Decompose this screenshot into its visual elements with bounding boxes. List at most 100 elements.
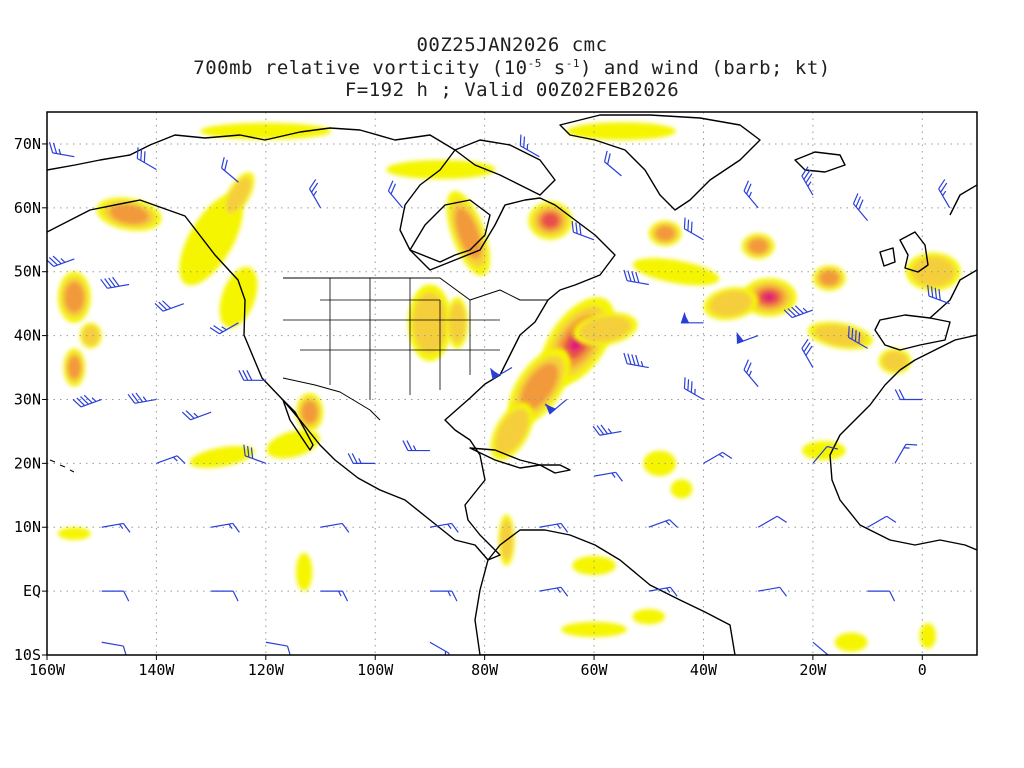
- title-exponent-1: -5: [527, 57, 542, 70]
- vorticity-contour-1: [266, 429, 320, 459]
- wind-barb: [593, 471, 623, 482]
- vorticity-feature: [490, 402, 534, 461]
- wind-barb: [623, 352, 649, 369]
- coastline-iberia: [874, 314, 951, 351]
- vorticity-contour-4: [541, 212, 560, 229]
- wind-barb: [347, 453, 376, 464]
- lon-tick-label: 40W: [690, 661, 718, 679]
- latitude-axis: 70N 60N 50N 40N 30N 20N 10N EQ 10S: [14, 135, 47, 664]
- wind-barb: [680, 311, 704, 324]
- vorticity-feature: [643, 450, 677, 477]
- vorticity-feature: [632, 609, 666, 625]
- wind-barb: [238, 370, 266, 381]
- wind-barb: [847, 326, 868, 349]
- vorticity-feature: [919, 623, 936, 649]
- coastline-scandinavia: [949, 184, 977, 216]
- coastlines: [47, 114, 977, 655]
- wind-barb: [743, 359, 759, 388]
- vorticity-feature: [222, 172, 255, 218]
- wind-barb: [136, 147, 157, 171]
- lon-tick-label: 100W: [357, 661, 394, 679]
- title-line2-suffix: ) and wind (barb; kt): [579, 57, 831, 79]
- vorticity-contour-3: [109, 204, 149, 225]
- border-us-canada: [283, 277, 548, 301]
- vorticity-contour-3: [67, 356, 81, 380]
- wind-barb: [320, 522, 350, 533]
- vorticity-feature: [812, 265, 846, 291]
- wind-barb: [127, 392, 157, 404]
- vorticity-feature: [703, 287, 758, 321]
- title-line2-prefix: 700mb relative vorticity (10: [193, 57, 528, 79]
- vorticity-contour-2: [412, 292, 448, 354]
- coastline-hispaniola: [539, 464, 571, 474]
- wind-barb: [72, 394, 102, 408]
- wind-barb: [490, 367, 513, 380]
- wind-barb: [181, 410, 212, 421]
- wind-barb: [703, 451, 733, 464]
- wind-barb: [429, 522, 459, 533]
- wind-barb: [320, 590, 349, 602]
- vorticity-contour-1: [670, 479, 693, 499]
- coastline-britain: [899, 231, 929, 273]
- wind-barb: [100, 276, 130, 289]
- vorticity-feature: [741, 278, 797, 317]
- vorticity-contour-1: [189, 445, 255, 468]
- wind-barb: [758, 586, 787, 597]
- vorticity-feature: [561, 621, 627, 638]
- wind-barb: [544, 399, 568, 415]
- vorticity-contour-2: [225, 176, 252, 214]
- wind-barb: [867, 590, 896, 602]
- map-frame: [46, 111, 978, 656]
- wind-barb: [48, 142, 75, 158]
- coastline-baffin: [454, 139, 556, 196]
- title-line2-mid: s: [541, 57, 566, 79]
- vorticity-feature: [266, 429, 320, 459]
- state-borders: [283, 278, 500, 400]
- coastline-hudson-bay: [409, 199, 491, 263]
- wind-barb: [683, 217, 704, 241]
- vorticity-feature: [219, 266, 258, 328]
- wind-barb: [743, 180, 759, 209]
- border-us-mexico: [282, 377, 381, 421]
- coastline-africa: [829, 334, 977, 551]
- vorticity-contour-2: [881, 350, 909, 372]
- wind-barb: [539, 522, 569, 533]
- wind-barb: [867, 515, 897, 528]
- vorticity-contour-3: [64, 281, 85, 313]
- map-background: [47, 112, 977, 655]
- wind-barb: [243, 444, 267, 464]
- wind-barb: [852, 193, 869, 221]
- vorticity-contour-5: [763, 293, 775, 302]
- lat-tick-label: EQ: [23, 582, 41, 600]
- vorticity-feature: [63, 348, 86, 387]
- wind-barb: [783, 305, 814, 319]
- vorticity-contour-2: [494, 408, 530, 455]
- vorticity-feature: [572, 555, 616, 576]
- lat-tick-label: 40N: [14, 327, 41, 345]
- lat-tick-label: 20N: [14, 454, 41, 472]
- lon-tick-label: 20W: [799, 661, 827, 679]
- wind-barb: [211, 590, 239, 602]
- wind-barb: [736, 331, 759, 344]
- chart-title-line1: 00Z25JAN2026 cmc: [416, 34, 608, 56]
- vorticity-feature: [408, 284, 452, 362]
- vorticity-feature: [189, 445, 255, 468]
- wind-barb: [648, 586, 678, 597]
- vorticity-contour-1: [632, 258, 720, 286]
- wind-barb: [156, 455, 186, 464]
- vorticity-contour-3: [301, 400, 318, 424]
- wind-barb: [603, 150, 622, 177]
- coastline-greenland: [559, 114, 761, 211]
- vorticity-feature: [905, 252, 961, 291]
- vorticity-contour-1: [57, 527, 91, 541]
- vorticity-contour-2: [709, 290, 753, 317]
- wind-barb: [221, 157, 239, 183]
- wind-barb: [402, 440, 430, 452]
- wind-barb: [571, 221, 595, 241]
- wind-barb: [429, 590, 458, 602]
- vorticity-contour-2: [911, 256, 956, 288]
- lat-tick-label: 70N: [14, 135, 41, 153]
- vorticity-feature: [632, 258, 720, 286]
- wind-barb: [47, 255, 75, 268]
- vorticity-feature: [446, 297, 469, 349]
